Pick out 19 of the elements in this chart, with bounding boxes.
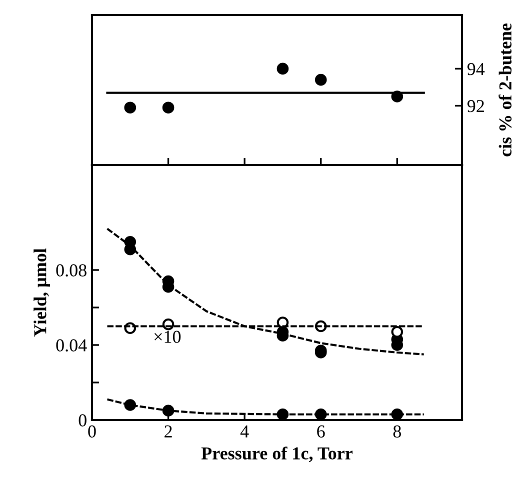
x-tick-label: 0	[88, 425, 96, 438]
y2-tick-label: 92	[467, 100, 484, 112]
line-series	[106, 228, 425, 356]
point	[124, 102, 136, 114]
y-axis-title: Yield, μmol	[34, 248, 50, 337]
x-tick-label: 2	[164, 425, 172, 438]
point	[314, 74, 327, 86]
x-tick-label: 8	[393, 425, 401, 438]
y2-tick-label: 94	[467, 63, 485, 76]
x-axis-title: Pressure of 1c, Torr	[201, 446, 353, 462]
y-tick-label: 0.08	[56, 264, 86, 277]
point	[276, 62, 289, 75]
x-tick-label: 6	[317, 425, 325, 438]
annotation: ×10	[154, 330, 181, 343]
y2-axis-title: cis % of 2-butene	[498, 24, 512, 156]
point	[162, 102, 174, 114]
x-tick-label: 4	[240, 426, 249, 438]
y-tick-label: 0	[78, 414, 86, 426]
y-tick-label: 0.04	[56, 339, 87, 352]
